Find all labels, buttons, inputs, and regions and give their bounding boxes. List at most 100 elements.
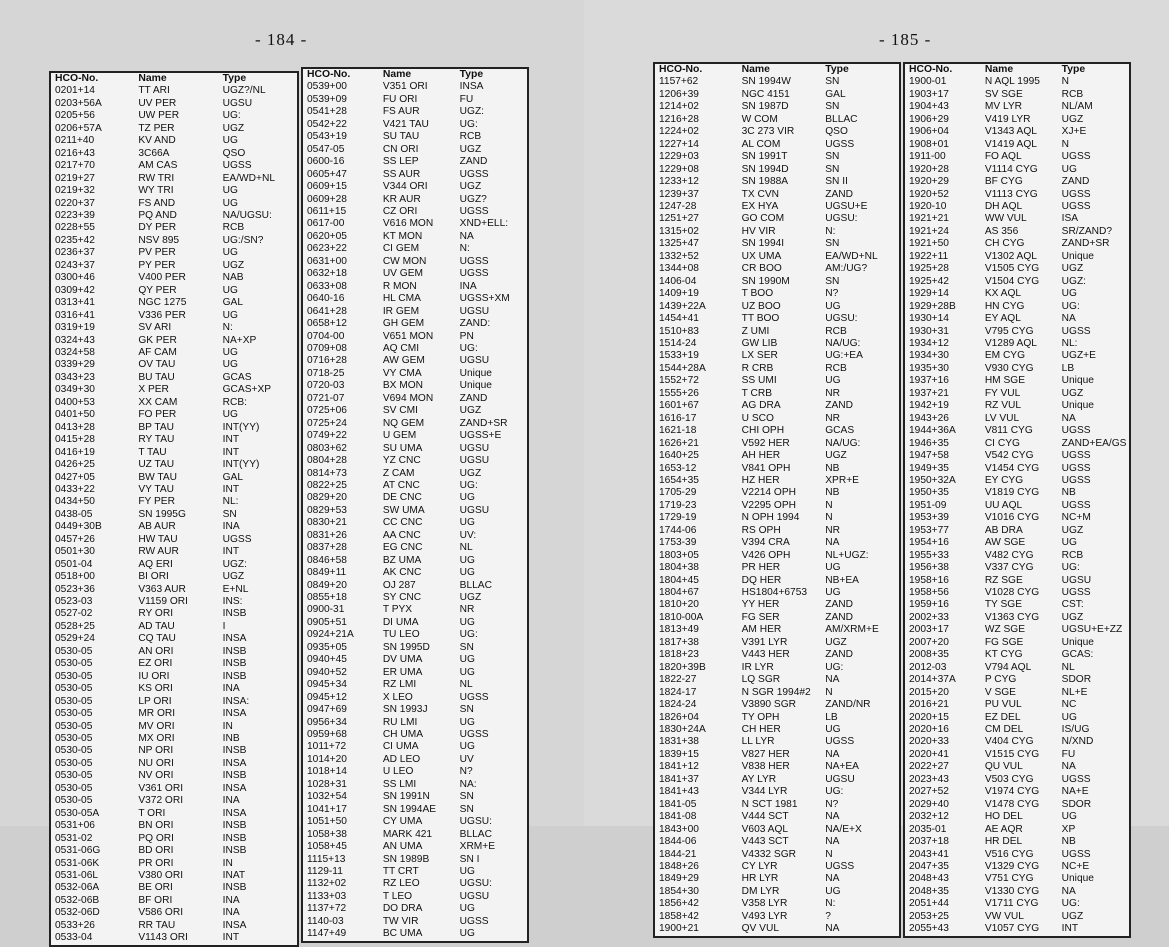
star-name-cell: AN UMA [382, 841, 423, 853]
star-name-cell: VW VUL [984, 910, 1024, 922]
type-cell: INSB [222, 845, 247, 857]
type-cell: FU [459, 93, 474, 105]
table-row: 0309+42 QY PER UG [50, 285, 298, 297]
table-row: 0530-05 EZ ORI INSB [50, 658, 298, 670]
type-cell: UG [459, 654, 475, 666]
type-cell: UGSS [459, 915, 489, 927]
hco-number-cell: 1409+19 [659, 288, 699, 300]
table-row: 0855+18 SY CNC UGZ [302, 592, 528, 604]
hco-number-cell: 0527-02 [55, 608, 93, 620]
star-name-cell: BI ORI [138, 571, 169, 583]
star-name-cell: T ORI [138, 807, 166, 819]
table-row: 1206+39 NGC 4151 GAL [654, 89, 900, 101]
table-row: 0631+00 CW MON UGSS [302, 256, 528, 268]
table-row: 0640-16 HL CMA UGSS+XM [302, 293, 528, 305]
hco-number-cell: 1818+23 [659, 649, 699, 661]
star-name-cell: V391 LYR [741, 636, 788, 648]
type-cell: SN [459, 704, 474, 716]
table-row: 1921+50 CH CYG ZAND+SR [904, 238, 1130, 250]
star-name-cell: T PYX [382, 604, 413, 616]
star-name-cell: V2295 OPH [741, 499, 796, 511]
type-cell: UG [825, 587, 841, 599]
star-name-cell: RZ VUL [984, 400, 1022, 412]
type-cell: NA: [459, 778, 477, 790]
star-name-cell: YZ CNC [382, 455, 421, 467]
hco-number-cell: 1906+04 [909, 126, 949, 138]
hco-number-cell: 1934+30 [909, 350, 949, 362]
hco-number-cell: 1856+42 [659, 898, 699, 910]
table-row: 0530-05A T ORI INSA [50, 808, 298, 820]
type-cell: SN [825, 151, 840, 163]
star-name-cell: BD ORI [138, 845, 174, 857]
hco-number-cell: 1950+32A [909, 474, 956, 486]
star-name-cell: FS AND [138, 197, 176, 209]
table-row: 1018+14 U LEO N? [302, 766, 528, 778]
type-cell: SN [825, 238, 840, 250]
hco-number-cell: 0530-05 [55, 708, 93, 720]
star-name-cell: V838 HER [741, 761, 790, 773]
hco-number-cell: 1804+67 [659, 587, 699, 599]
type-cell: NA/UG: [825, 337, 861, 349]
type-cell: NR [459, 604, 475, 616]
star-name-cell: FG SER [741, 611, 780, 623]
table-row: 1804+38 PR HER UG [654, 562, 900, 574]
type-cell: CST: [1061, 599, 1084, 611]
table-row: 0206+57A TZ PER UGZ [50, 123, 298, 135]
type-cell: NL+UGZ: [825, 549, 869, 561]
table-row: 1955+33 V482 CYG RCB [904, 550, 1130, 562]
hco-number-cell: 0530-05 [55, 757, 93, 769]
star-name-cell: V1028 CYG [984, 587, 1040, 599]
type-cell: UGSS [1061, 848, 1091, 860]
type-cell: UG [459, 517, 475, 529]
table-row: 0343+23 BU TAU GCAS [50, 372, 298, 384]
type-cell: UGZ? [459, 193, 487, 205]
hco-number-cell: 0530-05 [55, 720, 93, 732]
hco-number-cell: 0900-31 [307, 604, 345, 616]
hco-number-cell: 0426+25 [55, 459, 95, 471]
name-header: Name [138, 73, 167, 84]
star-name-cell: HZ HER [741, 474, 780, 486]
table-row: 0804+28 YZ CNC UGSU [302, 455, 528, 467]
star-name-cell: SN 1991N [382, 791, 430, 803]
hco-number-cell: 0530-05 [55, 683, 93, 695]
type-cell: INAT [222, 870, 246, 881]
type-cell: EA/WD+NL [825, 250, 878, 262]
type-cell: UG [1061, 288, 1077, 300]
hco-number-cell: 1906+29 [909, 113, 949, 125]
hco-number-cell: 2053+25 [909, 910, 949, 922]
star-name-cell: V1289 AQL [984, 337, 1037, 349]
type-cell: UG:+EA [825, 350, 863, 362]
type-cell: NA [459, 230, 474, 242]
table-row: 0539+09 FU ORI FU [302, 94, 528, 106]
type-cell: INA [222, 795, 240, 807]
type-cell: Unique [1061, 250, 1094, 262]
hco-number-cell: 0543+19 [307, 131, 347, 143]
table-row: 0530-05 NP ORI INSB [50, 745, 298, 757]
table-row: 1824-17 N SGR 1994#2 N [654, 687, 900, 699]
star-name-cell: HL CMA [382, 293, 421, 305]
star-name-cell: CQ TAU [138, 633, 176, 645]
hco-number-cell: 1920+52 [909, 188, 949, 200]
table-row: 1051+50 CY UMA UGSU: [302, 816, 528, 828]
table-row: 1216+28 W COM BLLAC [654, 114, 900, 126]
type-cell: QSO [222, 147, 246, 159]
table-row: 1214+02 SN 1987D SN [654, 101, 900, 113]
hco-number-cell: 1830+24A [659, 724, 706, 736]
star-name-cell: PQ AND [138, 209, 177, 221]
star-name-cell: AA CNC [382, 529, 421, 541]
hco-number-cell: 1954+16 [909, 537, 949, 549]
type-cell: UGSS+XM [459, 293, 510, 305]
type-cell: INSB [222, 608, 247, 620]
type-cell: N [825, 848, 833, 860]
type-cell: LB [1061, 362, 1075, 374]
star-name-cell: V1504 CYG [984, 275, 1040, 287]
star-name-cell: V827 HER [741, 748, 790, 760]
hco-number-cell: 0518+00 [55, 571, 95, 583]
star-name-cell: EM CYG [984, 350, 1026, 362]
star-name-cell: DH AQL [984, 200, 1023, 212]
table-row: 1247-28 EX HYA UGSU+E [654, 201, 900, 213]
star-name-cell: V694 MON [382, 392, 434, 404]
hco-number-cell: 0633+08 [307, 280, 347, 292]
type-cell: Unique [459, 380, 492, 392]
hco-number-cell: 0530-05 [55, 770, 93, 782]
